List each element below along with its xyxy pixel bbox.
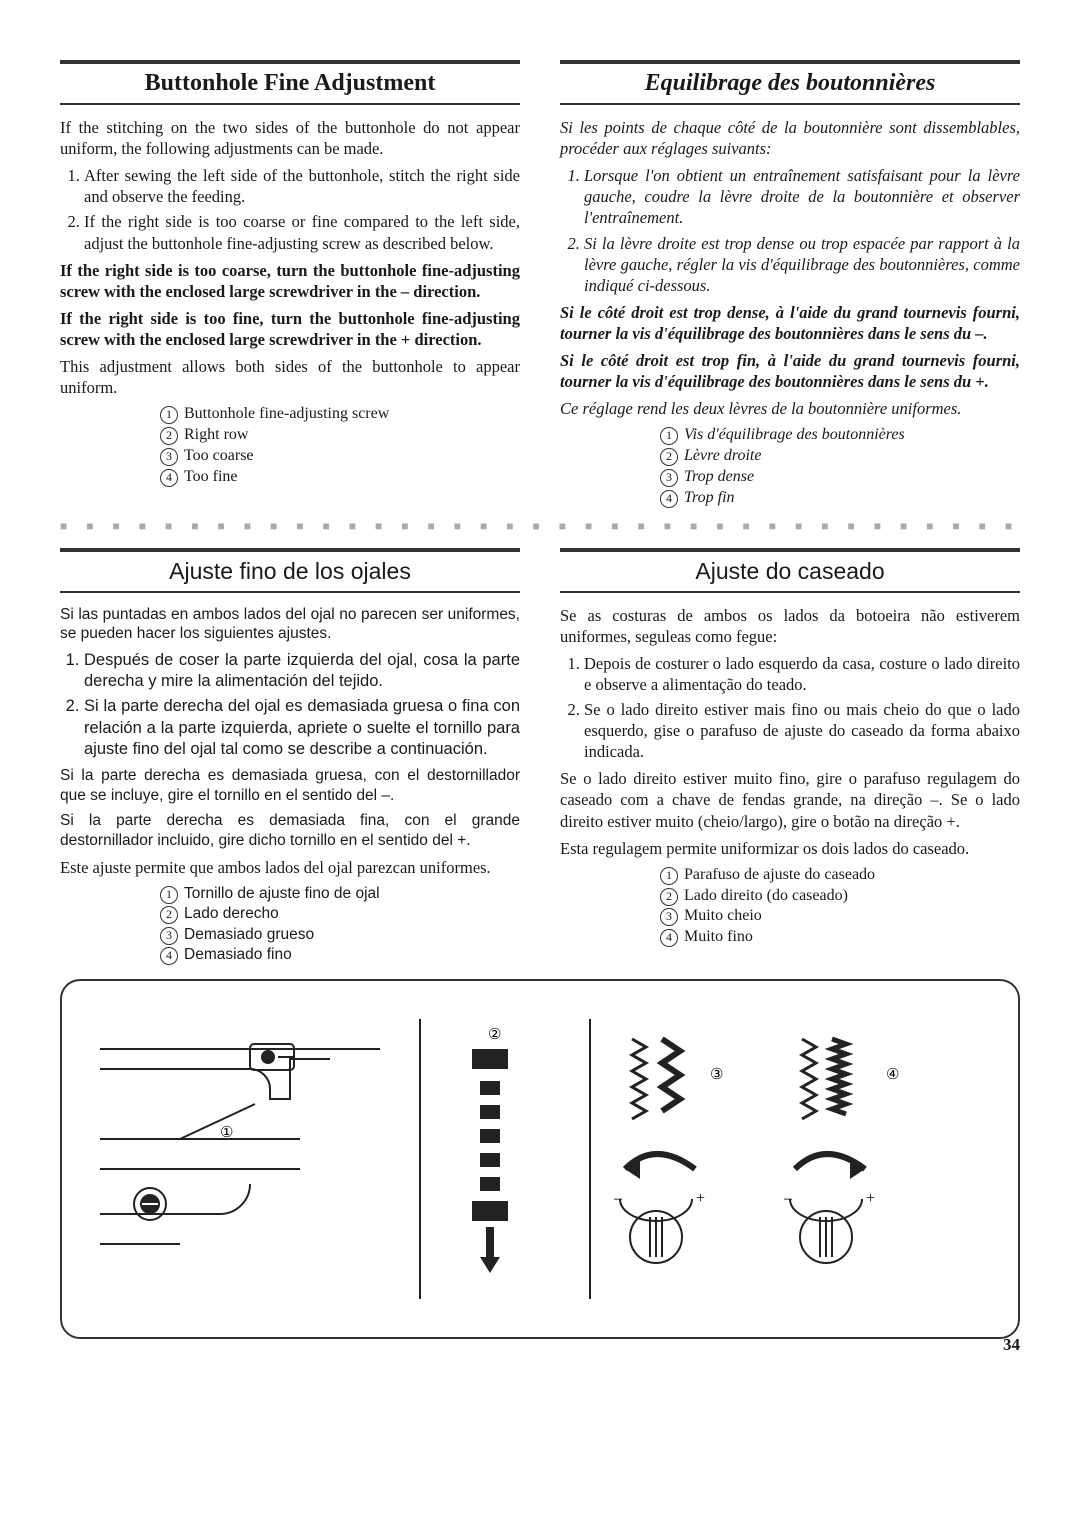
es-leg4: Demasiado fino <box>184 946 292 963</box>
es-closing: Este ajuste permite que ambos lados del … <box>60 857 520 878</box>
en-intro: If the stitching on the two sides of the… <box>60 117 520 159</box>
svg-text:+: + <box>696 1190 705 1207</box>
fr-intro: Si les points de chaque côté de la bouto… <box>560 117 1020 159</box>
fr-step1: Lorsque l'on obtient un entraînement sat… <box>584 165 1020 228</box>
en-step1: After sewing the left side of the button… <box>84 165 520 207</box>
section-french: Equilibrage des boutonnières Si les poin… <box>560 60 1020 509</box>
en-leg4: Too fine <box>184 468 238 485</box>
pt-step2: Se o lado direito estiver mais fino ou m… <box>584 699 1020 762</box>
en-bold2: If the right side is too fine, turn the … <box>60 308 520 350</box>
fr-leg3: Trop dense <box>684 468 754 485</box>
pt-intro: Se as costuras de ambos os lados da boto… <box>560 605 1020 647</box>
pt-leg1: Parafuso de ajuste do caseado <box>684 866 875 883</box>
es-leg2: Lado derecho <box>184 905 279 922</box>
en-bold1: If the right side is too coarse, turn th… <box>60 260 520 302</box>
fr-leg2: Lèvre droite <box>684 447 761 464</box>
en-step2: If the right side is too coarse or fine … <box>84 211 520 253</box>
es-step2: Si la parte derecha del ojal es demasiad… <box>84 696 520 759</box>
es-leg1: Tornillo de ajuste fino de ojal <box>184 885 380 902</box>
svg-text:③: ③ <box>710 1067 723 1083</box>
svg-text:–: – <box>783 1190 793 1207</box>
en-leg3: Too coarse <box>184 447 254 464</box>
en-leg2: Right row <box>184 426 248 443</box>
fr-bold1: Si le côté droit est trop dense, à l'aid… <box>560 302 1020 344</box>
es-legend: 1Tornillo de ajuste fino de ojal 2Lado d… <box>160 884 520 965</box>
adjustment-diagram: ① ② <box>60 979 1020 1339</box>
pt-leg3: Muito cheio <box>684 907 762 924</box>
es-bold2: Si la parte derecha es demasiada fina, c… <box>60 811 520 851</box>
horizontal-divider-dots: ■ ■ ■ ■ ■ ■ ■ ■ ■ ■ ■ ■ ■ ■ ■ ■ ■ ■ ■ ■ … <box>60 519 1020 534</box>
heading-pt: Ajuste do caseado <box>560 558 1020 585</box>
heading-fr: Equilibrage des boutonnières <box>560 70 1020 97</box>
heading-en: Buttonhole Fine Adjustment <box>60 70 520 97</box>
fr-step2: Si la lèvre droite est trop dense ou tro… <box>584 233 1020 296</box>
svg-text:④: ④ <box>886 1067 899 1083</box>
svg-text:–: – <box>613 1190 623 1207</box>
svg-text:+: + <box>866 1190 875 1207</box>
pt-para1: Se o lado direito estiver muito fino, gi… <box>560 768 1020 831</box>
pt-closing: Esta regulagem permite uniformizar os do… <box>560 838 1020 859</box>
page-number: 34 <box>1003 1335 1020 1355</box>
fr-bold2: Si le côté droit est trop fin, à l'aide … <box>560 350 1020 392</box>
es-leg3: Demasiado grueso <box>184 926 314 943</box>
fr-legend: 1Vis d'équilibrage des boutonnières 2Lèv… <box>660 425 1020 508</box>
section-spanish: Ajuste fino de los ojales Si las puntada… <box>60 548 520 965</box>
es-step1: Después de coser la parte izquierda del … <box>84 650 520 692</box>
pt-step1: Depois de costurer o lado esquerdo da ca… <box>584 653 1020 695</box>
svg-text:②: ② <box>488 1027 501 1043</box>
en-legend: 1Buttonhole fine-adjusting screw 2Right … <box>160 404 520 487</box>
diagram-svg: ① ② <box>80 999 1000 1319</box>
pt-leg4: Muito fino <box>684 928 753 945</box>
pt-leg2: Lado direito (do caseado) <box>684 887 848 904</box>
en-leg1: Buttonhole fine-adjusting screw <box>184 405 389 422</box>
en-closing: This adjustment allows both sides of the… <box>60 356 520 398</box>
pt-legend: 1Parafuso de ajuste do caseado 2Lado dir… <box>660 865 1020 948</box>
fr-closing: Ce réglage rend les deux lèvres de la bo… <box>560 398 1020 419</box>
svg-text:①: ① <box>220 1125 233 1141</box>
fr-leg1: Vis d'équilibrage des boutonnières <box>684 426 905 443</box>
section-portuguese: Ajuste do caseado Se as costuras de ambo… <box>560 548 1020 965</box>
section-english: Buttonhole Fine Adjustment If the stitch… <box>60 60 520 509</box>
es-intro: Si las puntadas en ambos lados del ojal … <box>60 605 520 645</box>
fr-leg4: Trop fin <box>684 489 735 506</box>
heading-es: Ajuste fino de los ojales <box>60 558 520 585</box>
es-bold1: Si la parte derecha es demasiada gruesa,… <box>60 766 520 806</box>
